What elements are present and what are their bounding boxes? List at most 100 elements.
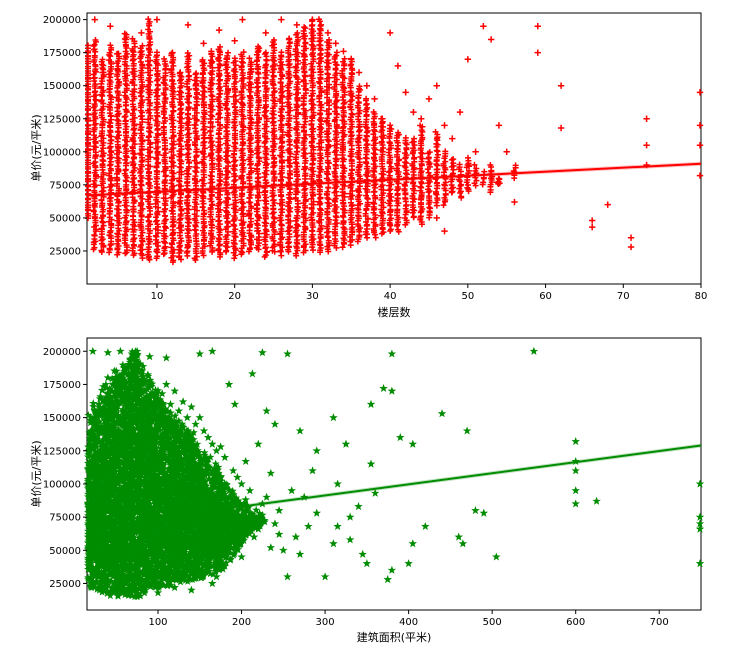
data-point — [643, 141, 650, 149]
data-point — [332, 40, 339, 47]
regression-line — [86, 444, 702, 509]
data-point — [293, 21, 301, 29]
data-point — [91, 16, 98, 23]
data-point — [295, 426, 305, 435]
x-axis-label: 建筑面积(平米) — [357, 630, 432, 644]
data-point — [304, 521, 313, 531]
data-point — [340, 48, 347, 55]
data-point — [174, 406, 184, 415]
data-point — [557, 82, 565, 89]
y-axis-ticks: 25000 50000 75000 100000 125000 150000 175000 2… — [43, 15, 87, 257]
data-point — [348, 56, 355, 63]
data-point — [283, 349, 292, 358]
data-point — [158, 389, 167, 398]
data-point — [187, 402, 196, 411]
data-point — [270, 419, 280, 428]
data-point — [309, 16, 316, 23]
data-point — [107, 23, 114, 30]
data-point — [370, 488, 380, 497]
data-point — [124, 360, 134, 369]
data-point — [132, 346, 142, 355]
y-tick-label: 25000 — [49, 579, 81, 590]
data-point — [245, 508, 255, 517]
data-point — [95, 452, 104, 462]
data-point — [169, 49, 176, 56]
x-tick-label: 80 — [695, 291, 708, 302]
data-point — [107, 582, 117, 592]
data-point — [149, 402, 159, 411]
data-point — [529, 346, 539, 355]
data-point — [472, 148, 479, 156]
data-point — [480, 23, 487, 30]
data-point — [262, 492, 271, 501]
data-point — [695, 479, 705, 488]
data-point — [116, 379, 125, 389]
data-point — [320, 572, 330, 581]
y-tick-label: 125000 — [43, 114, 81, 125]
data-point — [571, 486, 580, 495]
data-point — [324, 29, 332, 37]
data-point — [433, 82, 440, 89]
data-point — [262, 29, 269, 37]
y-tick-label: 25000 — [49, 246, 81, 257]
data-point — [495, 122, 503, 129]
data-point — [456, 108, 464, 116]
data-point — [308, 466, 317, 475]
data-point — [162, 353, 171, 362]
data-point — [182, 413, 192, 422]
y-tick-label: 125000 — [43, 446, 81, 457]
x-tick-label: 10 — [151, 291, 164, 302]
data-point — [379, 115, 386, 122]
data-point — [433, 214, 440, 222]
data-point — [231, 37, 238, 44]
data-point — [177, 69, 184, 76]
y-axis-ticks: 25000 50000 75000 100000 125000 150000 175000 2… — [43, 347, 87, 590]
data-point — [266, 468, 276, 477]
data-point — [592, 496, 601, 505]
data-point — [114, 82, 122, 89]
data-point — [695, 559, 705, 568]
data-point — [237, 552, 246, 561]
y-tick-label: 100000 — [43, 147, 81, 158]
data-point — [116, 346, 125, 355]
data-point — [103, 348, 113, 357]
data-point — [354, 502, 363, 511]
data-point — [534, 23, 541, 30]
data-point — [85, 552, 94, 561]
data-point — [103, 373, 113, 382]
data-point — [208, 346, 217, 355]
data-point — [178, 397, 188, 406]
data-point — [223, 56, 231, 63]
data-point — [454, 532, 464, 541]
data-point — [437, 409, 447, 418]
y-tick-label: 50000 — [49, 213, 81, 224]
data-point — [230, 399, 240, 408]
data-point — [404, 559, 413, 568]
data-point — [345, 535, 355, 544]
data-point — [224, 379, 234, 389]
data-point — [170, 582, 179, 592]
data-point — [421, 521, 430, 531]
y-tick-label: 175000 — [43, 380, 81, 391]
data-point — [233, 472, 242, 481]
data-point — [95, 585, 104, 594]
data-point — [153, 16, 161, 23]
data-point — [245, 486, 255, 495]
data-point — [184, 21, 192, 29]
data-point — [248, 369, 257, 378]
data-point — [170, 386, 179, 395]
data-point — [141, 386, 150, 395]
data-point — [696, 141, 704, 149]
y-tick-label: 200000 — [43, 347, 81, 358]
data-point — [220, 561, 230, 570]
data-point — [333, 479, 342, 488]
data-point — [534, 49, 541, 56]
chart-floors-vs-price: 10 20 30 40 50 60 70 80 25000 50000 75000 100000 12… — [30, 12, 708, 319]
data-point — [253, 439, 263, 448]
data-point — [366, 459, 376, 468]
scatter-marks — [85, 16, 704, 266]
x-tick-label: 50 — [461, 291, 474, 302]
data-point — [696, 89, 704, 96]
data-point — [511, 198, 518, 206]
